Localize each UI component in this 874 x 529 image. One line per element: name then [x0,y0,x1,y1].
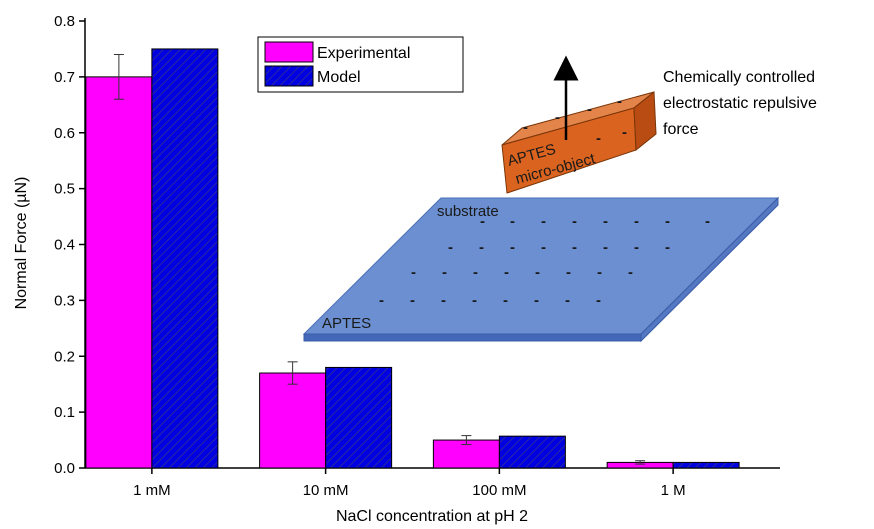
bar-experimental-0 [85,76,153,469]
substrate-charges: - - - - - - - -- - - - - - - -- - - - - - - -- - - - - - - - [379,213,710,309]
charge-symbol: - [565,292,570,309]
error-bar [635,460,646,465]
charge-symbol: - [572,213,577,230]
charge-symbol: - [634,239,639,256]
charge-symbol: - [665,213,670,230]
charge-symbol: - [534,292,539,309]
y-tick-label: 0.4 [54,237,75,254]
charge-symbol: - [411,264,416,281]
bars [85,48,740,469]
annotation-line-3: force [663,121,699,138]
y-ticks: 0.0 0.1 0.2 0.3 0.4 0.5 0.6 0.7 0.8 [54,13,85,477]
y-tick-label: 0.6 [54,125,75,142]
charge-symbol: - [541,213,546,230]
error-bar [113,54,124,100]
micro-object-illustration: -- - -- - APTES micro-object [501,55,657,194]
bar-experimental-1 [259,372,327,469]
charge-symbol: - [705,213,710,230]
legend-label-model: Model [317,69,361,86]
y-tick-label: 0.7 [54,69,75,86]
charge-symbol: - [480,213,485,230]
charge-symbol: - [603,239,608,256]
charge-symbol: - [441,292,446,309]
y-tick-label: 0.0 [54,460,75,477]
y-tick-label: 0.3 [54,292,75,309]
y-tick-label: 0.5 [54,181,75,198]
substrate-front-face [303,333,642,342]
charge-symbol: - [510,213,515,230]
x-tick-label: 1 M [661,482,686,499]
charge-symbol: - [628,264,633,281]
object-charges: -- - -- - [523,93,627,147]
charge-symbol: - [665,239,670,256]
x-tick-label: 1 mM [133,482,171,499]
charge-symbol: - [379,292,384,309]
micro-object-side-face [633,90,657,152]
charge-symbol: - [479,239,484,256]
charge-symbol: - [510,239,515,256]
annotation-line-2: electrostatic repulsive [663,95,817,112]
charge-symbol: - [617,93,622,110]
charge-symbol: - [442,264,447,281]
charge-symbol: - [472,292,477,309]
x-axis-title: NaCl concentration at pH 2 [336,508,528,525]
charge-symbol: - [541,239,546,256]
legend-swatch-experimental [264,41,314,63]
x-ticks: 1 mM 10 mM 100 mM 1 M [133,468,686,499]
y-tick-label: 0.2 [54,348,75,365]
charge-symbol: - [410,292,415,309]
substrate-label: substrate [437,203,499,220]
x-tick-label: 100 mM [472,482,526,499]
x-tick-label: 10 mM [303,482,349,499]
charge-symbol: - [634,213,639,230]
charge-symbol: - [587,101,592,118]
legend: Experimental Model [257,36,464,93]
bar-model-1 [325,366,393,469]
charge-symbol: - [504,264,509,281]
charge-symbol: - [448,239,453,256]
legend-swatch-model [264,65,314,87]
charge-symbol: - [596,130,601,147]
y-axis-title: Normal Force (µN) [13,177,30,310]
substrate-illustration: - - - - - - - -- - - - - - - -- - - - - - - -- - - - - - - - substra… [302,196,780,343]
charge-symbol: - [523,119,528,136]
bar-model-3 [672,461,740,469]
charge-symbol: - [555,109,560,126]
bar-model-2 [498,435,566,469]
charge-symbol: - [473,264,478,281]
error-bar [461,435,472,446]
charge-symbol: - [596,292,601,309]
charge-symbol: - [566,264,571,281]
bar-model-0 [151,48,219,469]
y-tick-label: 0.8 [54,13,75,30]
charge-symbol: - [603,213,608,230]
error-bar [287,361,298,385]
annotation-line-1: Chemically controlled [663,69,815,86]
charge-symbol: - [622,124,627,141]
charge-symbol: - [535,264,540,281]
legend-label-experimental: Experimental [317,45,410,62]
substrate-coating-label: APTES [322,315,371,332]
charge-symbol: - [572,239,577,256]
substrate-side-face [640,196,779,343]
charge-symbol: - [503,292,508,309]
charge-symbol: - [597,264,602,281]
y-tick-label: 0.1 [54,404,75,421]
